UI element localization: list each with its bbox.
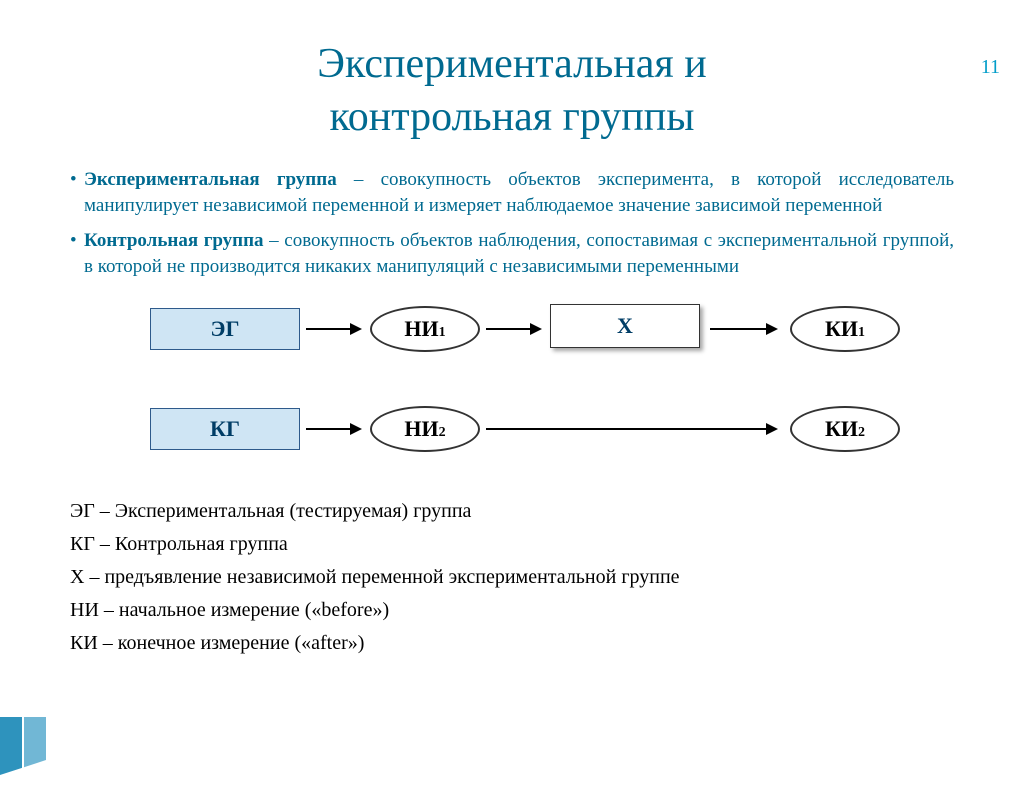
page-title: Экспериментальная и контрольная группы bbox=[0, 38, 1024, 143]
bullet-icon: • bbox=[70, 167, 84, 218]
node-ki2: КИ2 bbox=[790, 406, 900, 452]
arrow-icon bbox=[486, 328, 540, 330]
definition-control-group: • Контрольная группа – совокупность объе… bbox=[70, 228, 954, 279]
term-control: Контрольная группа bbox=[84, 230, 264, 251]
node-ni2: НИ2 bbox=[370, 406, 480, 452]
arrow-icon bbox=[486, 428, 776, 430]
decor-icon bbox=[0, 717, 54, 777]
legend-kg: КГ – Контрольная группа bbox=[70, 529, 954, 560]
node-ki1: КИ1 bbox=[790, 306, 900, 352]
node-kg: КГ bbox=[150, 408, 300, 450]
legend-block: ЭГ – Экспериментальная (тестируемая) гру… bbox=[0, 496, 1024, 659]
title-line-1: Экспериментальная и bbox=[317, 41, 706, 87]
definition-experimental-group: • Экспериментальная группа – совокупност… bbox=[70, 167, 954, 218]
node-ni1: НИ1 bbox=[370, 306, 480, 352]
arrow-icon bbox=[306, 328, 360, 330]
bullet-icon: • bbox=[70, 228, 84, 279]
node-x: X bbox=[550, 304, 700, 348]
flow-diagram: ЭГ НИ1 X КИ1 КГ НИ2 КИ2 bbox=[70, 298, 954, 488]
arrow-icon bbox=[710, 328, 776, 330]
corner-decoration bbox=[0, 717, 54, 782]
legend-ni: НИ – начальное измерение («before») bbox=[70, 595, 954, 626]
legend-x: X – предъявление независимой переменной … bbox=[70, 562, 954, 593]
term-experimental: Экспериментальная группа bbox=[84, 169, 337, 190]
arrow-icon bbox=[306, 428, 360, 430]
title-line-2: контрольная группы bbox=[330, 94, 695, 140]
legend-eg: ЭГ – Экспериментальная (тестируемая) гру… bbox=[70, 496, 954, 527]
legend-ki: КИ – конечное измерение («after») bbox=[70, 628, 954, 659]
page-number: 11 bbox=[981, 56, 1000, 79]
node-eg: ЭГ bbox=[150, 308, 300, 350]
definitions-block: • Экспериментальная группа – совокупност… bbox=[0, 143, 1024, 280]
